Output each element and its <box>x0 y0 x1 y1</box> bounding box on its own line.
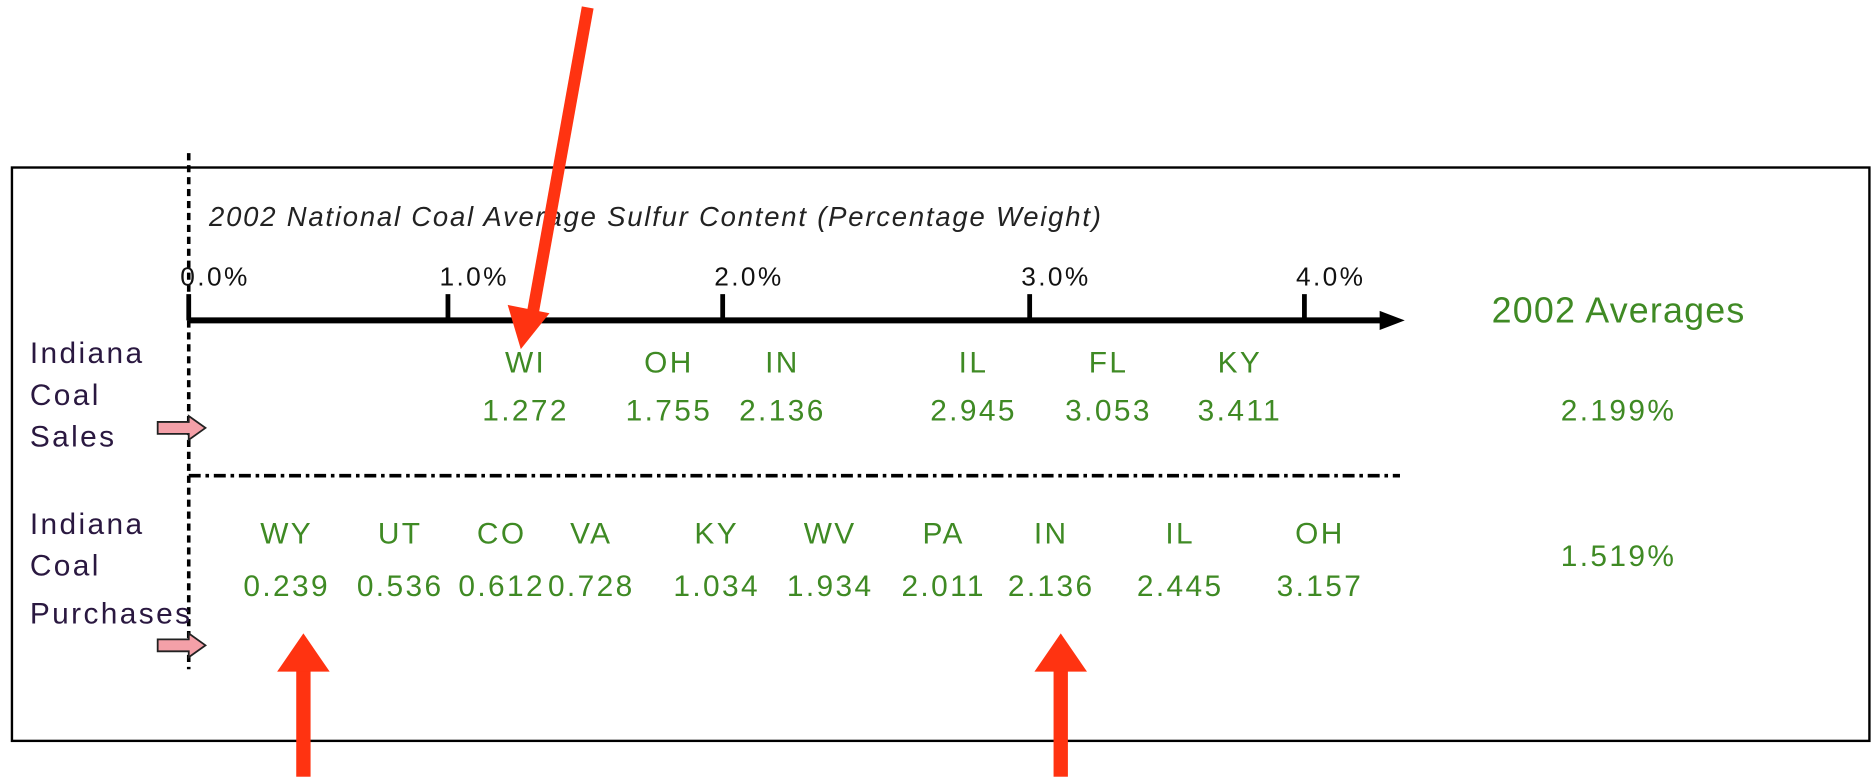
sulfur-value: 1.034 <box>673 570 760 603</box>
axis-tick-label: 3.0% <box>1021 262 1090 292</box>
sulfur-value: 2.445 <box>1137 570 1224 603</box>
sulfur-value: 1.272 <box>482 394 569 427</box>
state-label: UT <box>378 517 423 550</box>
state-label: WV <box>804 517 857 550</box>
state-label: IN <box>765 347 800 380</box>
sulfur-value: 0.536 <box>357 570 444 603</box>
axis-tick-label: 4.0% <box>1296 262 1365 292</box>
row-label: Indiana <box>30 337 145 370</box>
sulfur-value: 2.136 <box>739 394 826 427</box>
callout-arrowhead <box>507 304 550 350</box>
sulfur-value: 0.612 <box>458 570 545 603</box>
callout-arrowhead <box>277 633 330 672</box>
state-label: VA <box>570 517 612 550</box>
state-label: IN <box>1034 517 1069 550</box>
axis-arrowhead <box>1379 310 1405 330</box>
state-label: IL <box>1165 517 1195 550</box>
row-label: Coal <box>30 550 101 583</box>
axis-tick-label: 2.0% <box>714 262 783 292</box>
row-pointer <box>156 631 207 660</box>
axis-tick-label: 0.0% <box>180 262 249 292</box>
callout-arrow <box>296 669 311 777</box>
sulfur-value: 2.136 <box>1008 570 1095 603</box>
sulfur-value: 3.157 <box>1277 570 1364 603</box>
sulfur-value: 1.934 <box>787 570 874 603</box>
averages-title: 2002 Averages <box>1492 291 1746 331</box>
sulfur-value: 2.945 <box>930 394 1017 427</box>
sulfur-value: 0.728 <box>548 570 635 603</box>
row-label: Indiana <box>30 508 145 541</box>
row-label: Coal <box>30 379 101 412</box>
axis-tick-label: 1.0% <box>440 262 509 292</box>
row-label: Sales <box>30 421 117 454</box>
sulfur-value: 0.239 <box>243 570 330 603</box>
state-label: KY <box>1218 347 1263 380</box>
state-label: IL <box>959 347 989 380</box>
callout-arrows <box>277 6 1088 777</box>
callout-arrow <box>1053 669 1068 777</box>
callout-arrowhead <box>1034 633 1088 672</box>
sulfur-value: 3.411 <box>1198 394 1282 427</box>
content: 0.0% 1.0% 2.0% 3.0% 4.0% Indiana Coal Sales WI 1.… <box>30 262 1677 660</box>
sulfur-value: 2.011 <box>901 570 985 603</box>
state-label: FL <box>1089 347 1129 380</box>
frame <box>10 166 1871 743</box>
state-label: OH <box>644 347 694 380</box>
callout-arrow <box>526 6 594 315</box>
sulfur-value: 3.053 <box>1065 394 1152 427</box>
state-label: OH <box>1295 517 1345 550</box>
row-pointer <box>156 414 207 442</box>
state-label: KY <box>694 517 739 550</box>
state-label: WI <box>505 347 546 380</box>
state-label: CO <box>477 517 527 550</box>
axis-title: 2002 National Coal Average Sulfur Conten… <box>208 201 1103 232</box>
row-average: 1.519% <box>1561 540 1677 573</box>
row-label: Purchases <box>30 597 193 630</box>
state-label: PA <box>922 517 964 550</box>
row-average: 2.199% <box>1561 394 1677 427</box>
sulfur-value: 1.755 <box>626 394 713 427</box>
state-label: WY <box>260 517 313 550</box>
